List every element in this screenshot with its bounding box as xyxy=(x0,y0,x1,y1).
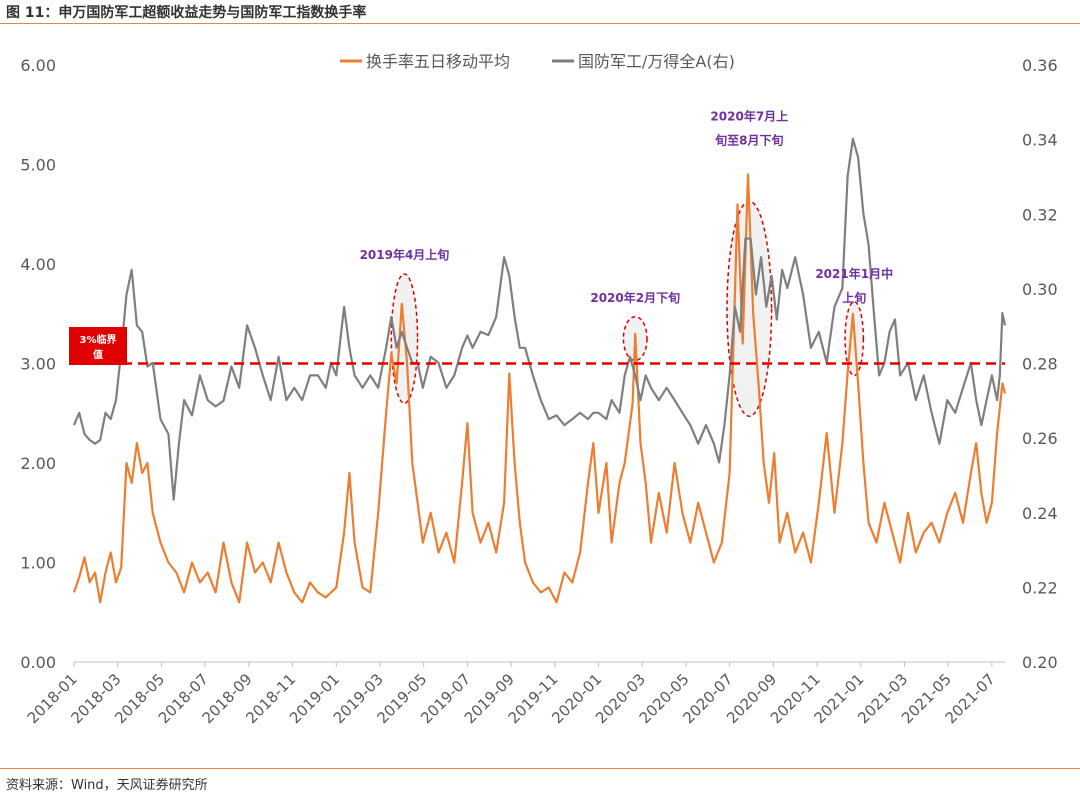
y-right-tick-label: 0.28 xyxy=(1022,355,1058,374)
y-right-tick-label: 0.20 xyxy=(1022,653,1058,672)
figure-title: 图 11：申万国防军工超额收益走势与国防军工指数换手率 xyxy=(6,5,367,21)
source-divider xyxy=(0,768,1080,769)
threshold-label-line1: 3%临界 xyxy=(80,333,117,346)
y-right-tick-label: 0.36 xyxy=(1022,56,1058,75)
y-right-tick-label: 0.24 xyxy=(1022,504,1058,523)
annotation-label: 上旬 xyxy=(842,290,866,305)
y-right-tick-label: 0.26 xyxy=(1022,429,1058,448)
annotation-label: 2020年7月上 xyxy=(710,109,788,124)
annotation-label: 2019年4月上旬 xyxy=(360,247,450,262)
y-left-tick-label: 2.00 xyxy=(20,454,56,473)
threshold-label-line2: 值 xyxy=(93,348,103,361)
y-left-tick-label: 3.00 xyxy=(20,355,56,374)
y-right-tick-label: 0.30 xyxy=(1022,280,1058,299)
turnover-series-line xyxy=(72,173,1007,604)
y-right-tick-label: 0.22 xyxy=(1022,578,1058,597)
legend-label: 国防军工/万得全A(右) xyxy=(578,52,735,71)
annotation-label: 2020年2月下旬 xyxy=(590,290,680,305)
y-left-tick-label: 1.00 xyxy=(20,554,56,573)
y-left-tick-label: 5.00 xyxy=(20,156,56,175)
title-divider xyxy=(0,23,1080,24)
y-right-tick-label: 0.32 xyxy=(1022,205,1058,224)
annotation-label: 2021年1月中 xyxy=(815,266,893,281)
relative-strength-series-line xyxy=(72,137,1007,501)
y-left-tick-label: 0.00 xyxy=(20,653,56,672)
annotation-label: 旬至8月下旬 xyxy=(714,133,783,148)
threshold-label-box xyxy=(69,327,127,365)
source-note: 资料来源：Wind，天风证券研究所 xyxy=(6,778,208,793)
y-left-tick-label: 4.00 xyxy=(20,255,56,274)
y-right-tick-label: 0.34 xyxy=(1022,131,1058,150)
legend-label: 换手率五日移动平均 xyxy=(366,52,510,71)
y-left-tick-label: 6.00 xyxy=(20,56,56,75)
